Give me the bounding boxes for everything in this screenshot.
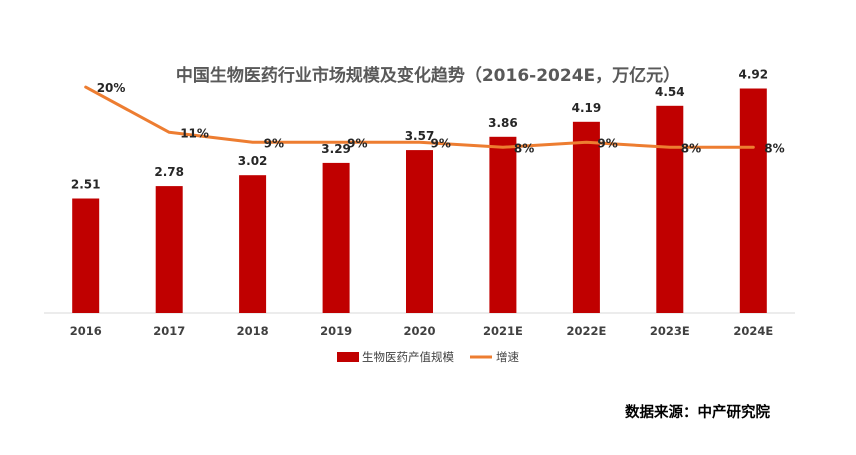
- legend-bar-label: 生物医药产值规模: [362, 350, 454, 364]
- x-tick-label: 2016: [70, 324, 102, 338]
- growth-value-label: 8%: [681, 141, 701, 155]
- x-tick-label: 2023E: [650, 324, 690, 338]
- bar: [572, 121, 600, 313]
- bar: [72, 198, 100, 313]
- x-tick-label: 2021E: [483, 324, 523, 338]
- bar: [322, 162, 350, 313]
- growth-value-label: 9%: [347, 136, 367, 150]
- growth-value-label: 8%: [764, 141, 784, 155]
- chart-title: 中国生物医药行业市场规模及变化趋势（2016-2024E，万亿元）: [176, 65, 680, 86]
- growth-line: [84, 85, 755, 149]
- x-tick-label: 2024E: [733, 324, 773, 338]
- bar: [155, 186, 183, 313]
- bar-value-label: 3.29: [321, 142, 351, 156]
- bar: [739, 88, 767, 313]
- bar: [239, 175, 267, 313]
- growth-value-label: 11%: [180, 126, 209, 140]
- bar-value-label: 4.19: [572, 101, 602, 115]
- source-note: 数据来源：中产研究院: [625, 403, 770, 421]
- bar: [406, 150, 433, 313]
- bar-value-label: 2.78: [154, 165, 184, 179]
- bar-value-label: 3.02: [238, 154, 268, 168]
- legend-line-label: 增速: [496, 350, 519, 364]
- x-tick-label: 2018: [237, 324, 269, 338]
- x-tick-label: 2020: [403, 324, 435, 338]
- bar-value-label: 3.57: [405, 129, 435, 143]
- growth-value-label: 9%: [597, 136, 617, 150]
- bar-value-label: 3.86: [488, 116, 518, 130]
- growth-value-label: 9%: [264, 136, 284, 150]
- growth-value-label: 8%: [514, 141, 534, 155]
- x-tick-label: 2019: [320, 324, 352, 338]
- bar-value-label: 4.92: [738, 68, 768, 82]
- legend-bar-swatch: [337, 352, 359, 362]
- growth-value-label: 9%: [431, 136, 451, 150]
- x-tick-label: 2017: [153, 324, 185, 338]
- bar-value-label: 2.51: [71, 178, 101, 192]
- bar-value-label: 4.54: [655, 85, 685, 99]
- bar: [489, 136, 517, 313]
- x-tick-label: 2022E: [566, 324, 606, 338]
- growth-value-label: 20%: [97, 81, 126, 95]
- bar: [656, 105, 684, 313]
